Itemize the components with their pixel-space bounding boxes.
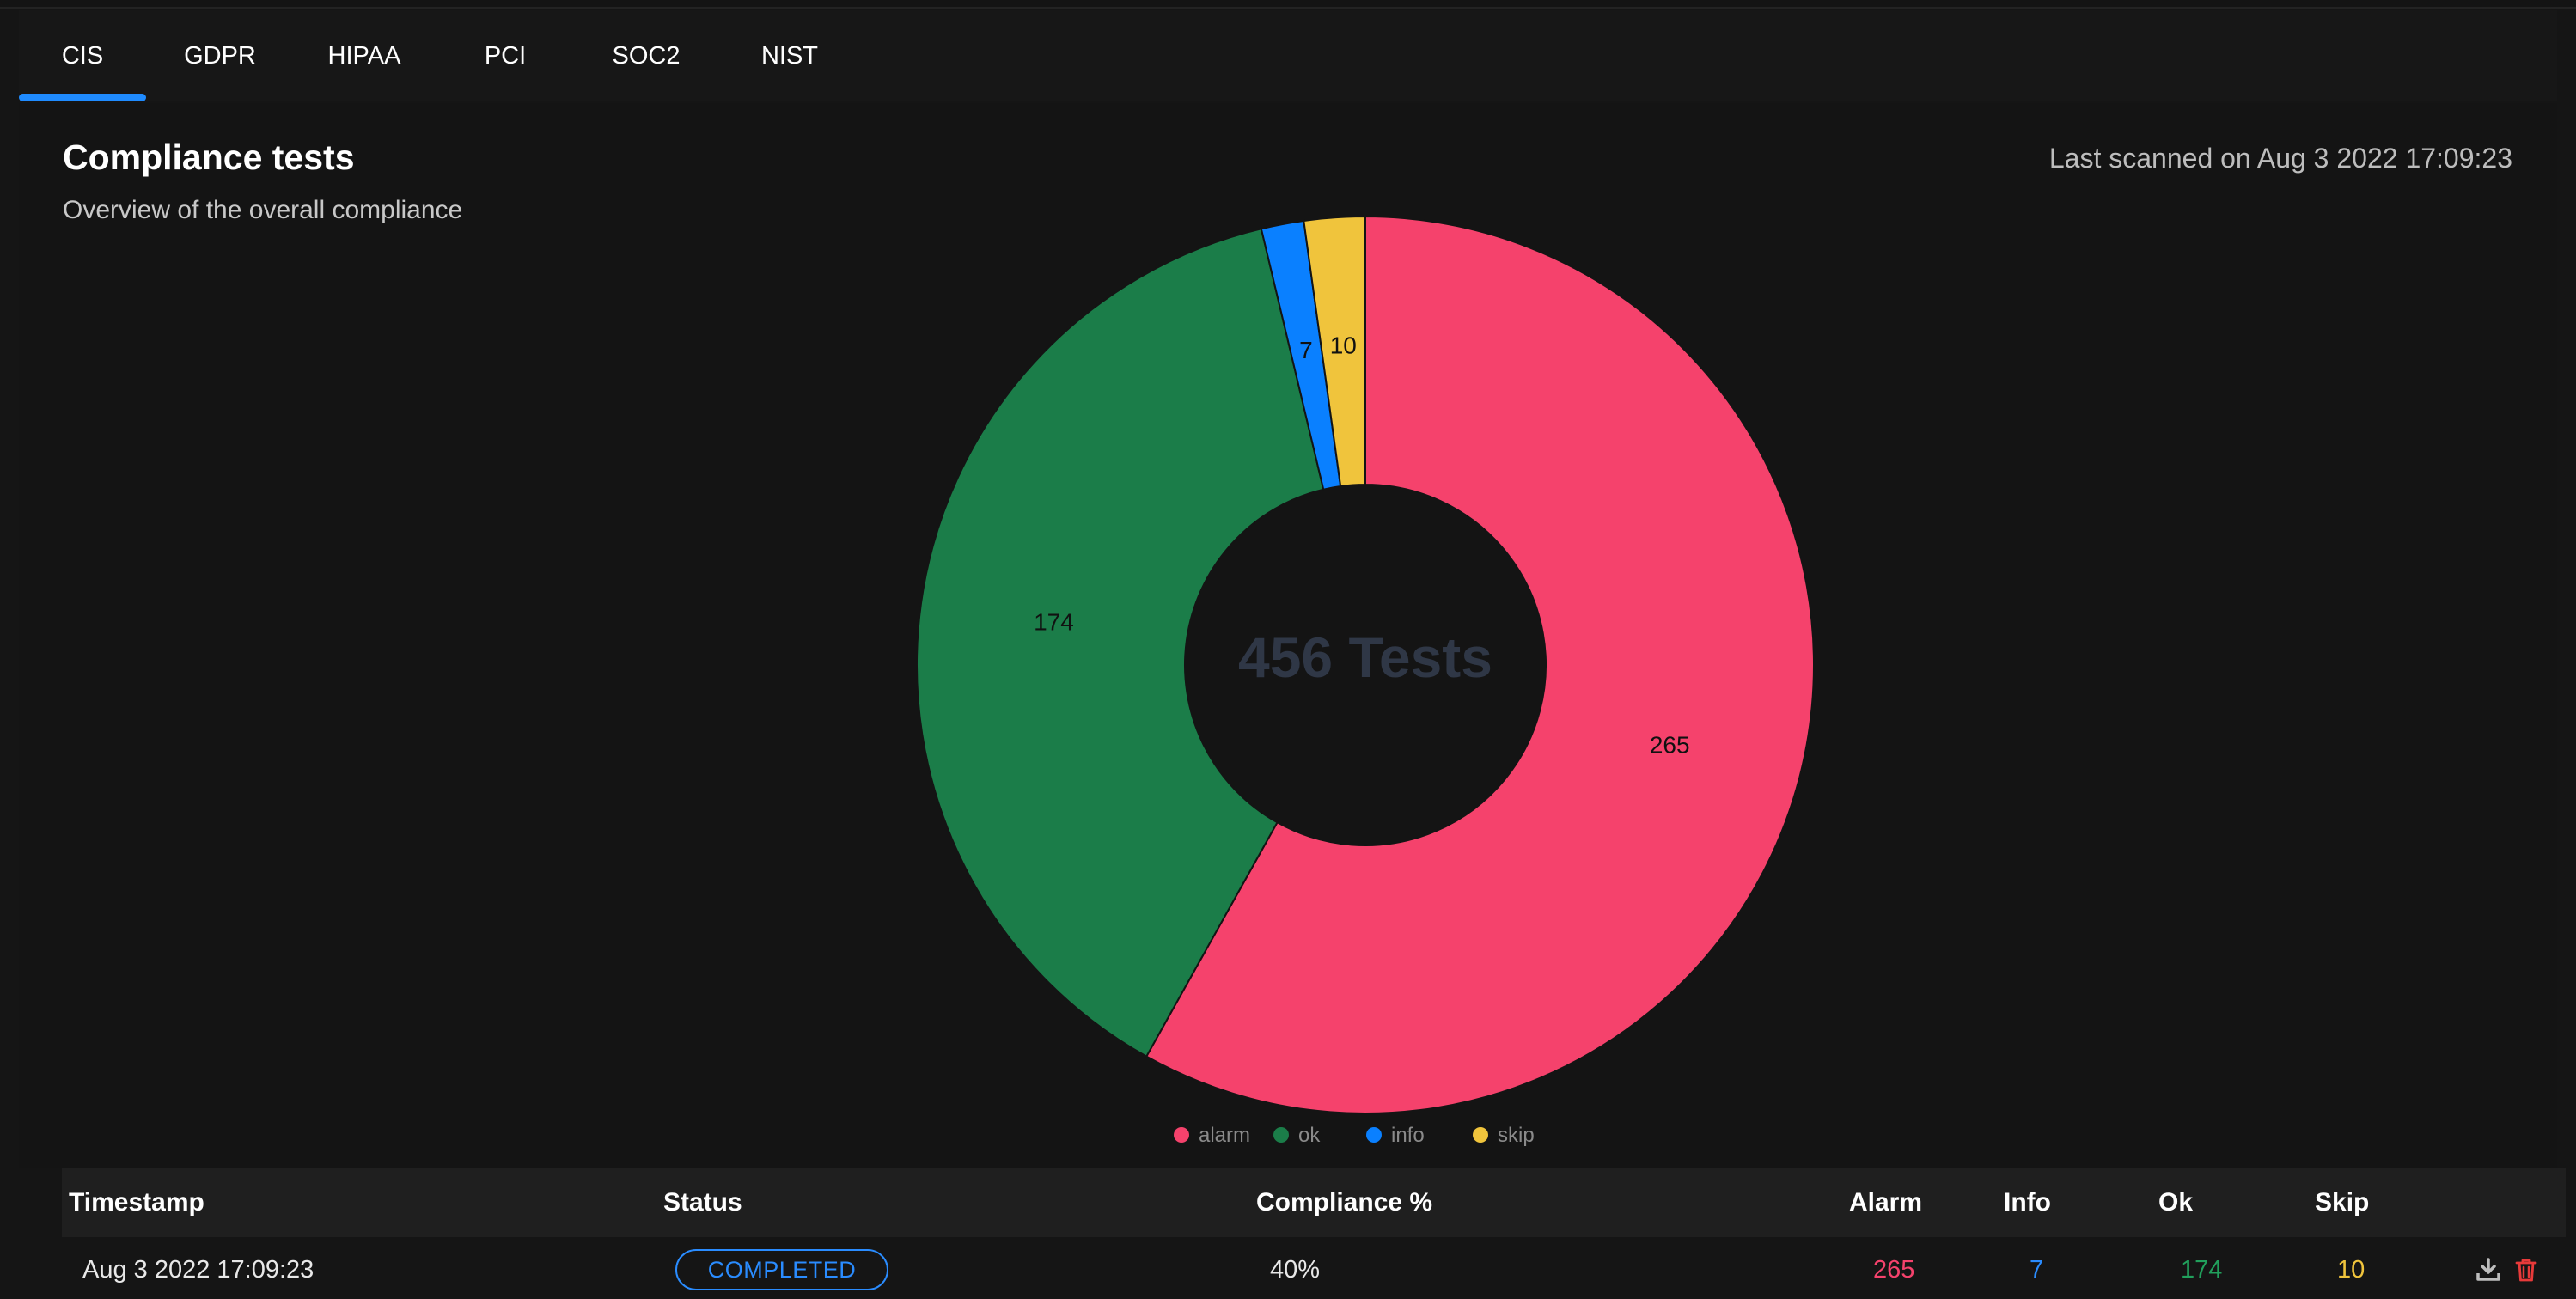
tab-nist[interactable]: NIST xyxy=(760,41,819,70)
table-header-row: Timestamp Status Compliance % Alarm Info… xyxy=(62,1168,2566,1237)
row-ok-count: 174 xyxy=(2181,1255,2223,1284)
row-timestamp: Aug 3 2022 17:09:23 xyxy=(82,1255,314,1284)
top-border xyxy=(0,0,2576,9)
donut-slice-labels: 265 174 7 10 xyxy=(1034,332,1689,758)
compliance-tab-bar: CIS GDPR HIPAA PCI SOC2 NIST xyxy=(19,10,2557,101)
compliance-panel: Compliance tests Overview of the overall… xyxy=(19,103,2557,1168)
donut-center-label: 456 Tests xyxy=(1238,625,1492,689)
donut-slices xyxy=(916,215,1815,1114)
scan-history-table: Timestamp Status Compliance % Alarm Info… xyxy=(62,1168,2566,1299)
legend-label-info: info xyxy=(1391,1124,1425,1147)
last-scanned-text: Last scanned on Aug 3 2022 17:09:23 xyxy=(2048,143,2512,174)
page-subtitle: Overview of the overall compliance xyxy=(63,196,463,224)
legend-item-alarm[interactable]: alarm xyxy=(1174,1124,1250,1147)
donut-slice-ok[interactable] xyxy=(916,228,1325,1058)
legend-dot-skip xyxy=(1473,1127,1488,1143)
donut-slice-skip[interactable] xyxy=(1303,215,1366,488)
header-alarm: Alarm xyxy=(1849,1188,1923,1217)
slice-label-ok: 174 xyxy=(1034,609,1074,636)
donut-slice-alarm[interactable] xyxy=(1145,215,1815,1114)
compliance-donut-chart: 265 174 7 10 456 Tests alarm ok info skip xyxy=(916,215,1815,1147)
tab-cis[interactable]: CIS xyxy=(19,10,146,101)
legend-item-ok[interactable]: ok xyxy=(1273,1124,1321,1147)
legend-dot-ok xyxy=(1273,1127,1289,1143)
legend-label-alarm: alarm xyxy=(1199,1124,1250,1147)
legend-item-skip[interactable]: skip xyxy=(1473,1124,1535,1147)
header-info: Info xyxy=(2004,1188,2051,1217)
trash-icon[interactable] xyxy=(2512,1256,2540,1284)
table-row[interactable]: Aug 3 2022 17:09:23 COMPLETED 40% 265 7 … xyxy=(62,1237,2566,1299)
tab-gdpr[interactable]: GDPR xyxy=(184,41,256,70)
legend-dot-info xyxy=(1366,1127,1382,1143)
status-badge: COMPLETED xyxy=(675,1249,888,1290)
legend-dot-alarm xyxy=(1174,1127,1189,1143)
slice-label-info: 7 xyxy=(1299,337,1313,363)
row-compliance: 40% xyxy=(1270,1255,1321,1284)
row-info-count: 7 xyxy=(2030,1255,2044,1284)
row-alarm-count: 265 xyxy=(1873,1255,1915,1284)
tab-hipaa[interactable]: HIPAA xyxy=(327,41,401,70)
slice-label-alarm: 265 xyxy=(1650,731,1690,758)
download-icon[interactable] xyxy=(2475,1256,2502,1284)
header-ok: Ok xyxy=(2158,1188,2194,1217)
tab-soc2[interactable]: SOC2 xyxy=(612,41,681,70)
header-compliance: Compliance % xyxy=(1256,1188,1433,1217)
header-skip: Skip xyxy=(2315,1188,2370,1217)
legend-label-ok: ok xyxy=(1298,1124,1321,1147)
page-title: Compliance tests xyxy=(63,137,355,177)
legend-label-skip: skip xyxy=(1498,1124,1535,1147)
header-timestamp: Timestamp xyxy=(69,1188,204,1217)
chart-legend: alarm ok info skip xyxy=(1174,1124,1535,1147)
legend-item-info[interactable]: info xyxy=(1366,1124,1425,1147)
slice-label-skip: 10 xyxy=(1330,332,1357,358)
row-skip-count: 10 xyxy=(2337,1255,2365,1284)
header-status: Status xyxy=(663,1188,742,1217)
tab-pci[interactable]: PCI xyxy=(484,41,527,70)
